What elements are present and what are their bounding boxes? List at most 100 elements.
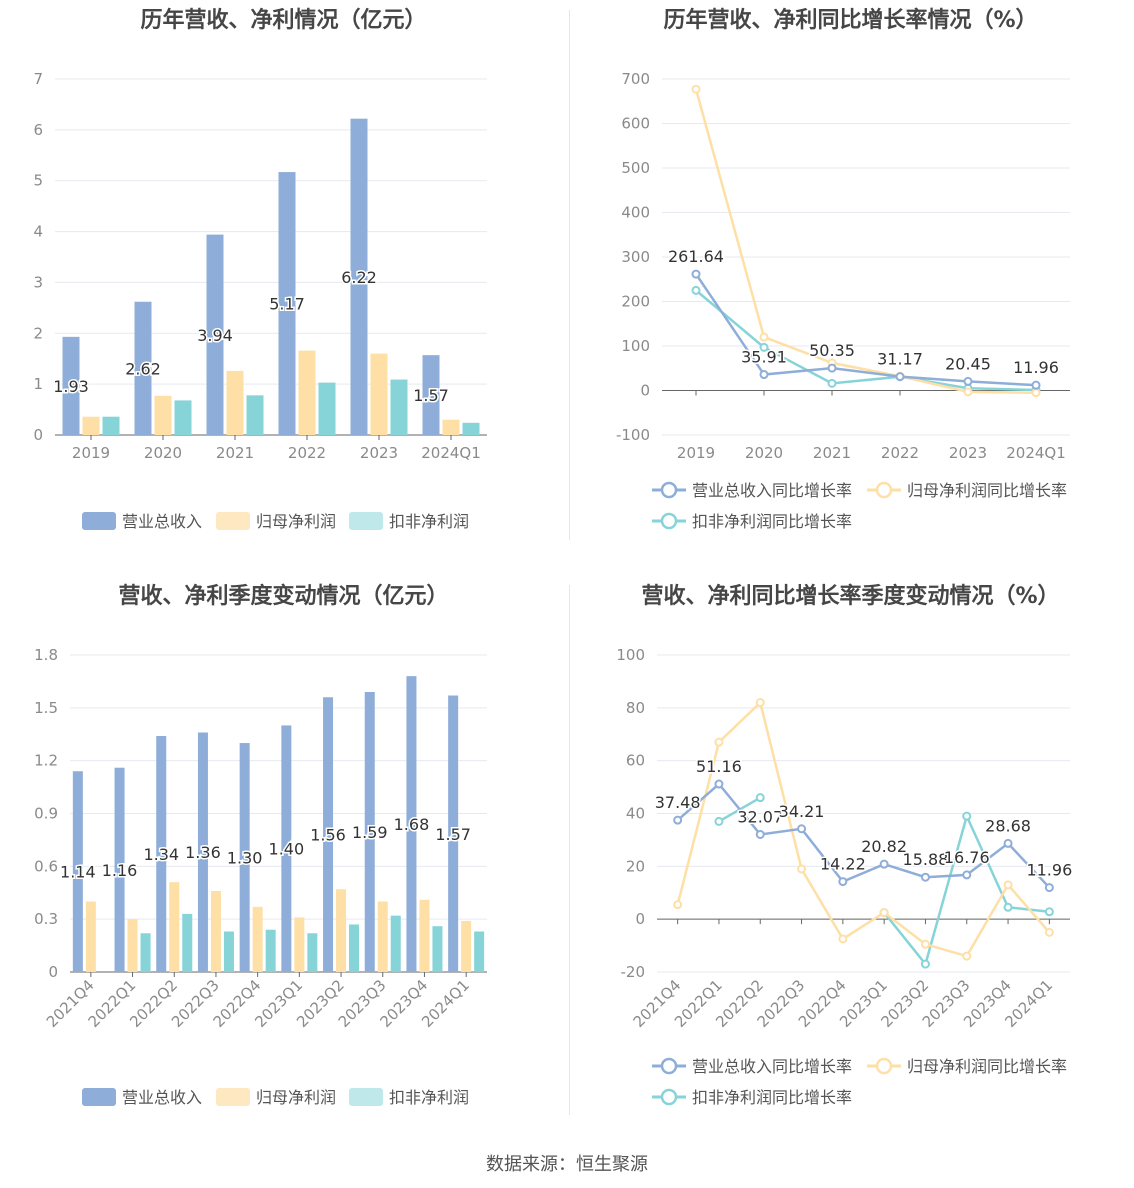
legend-marker [660,1057,678,1075]
y-tick-label: 200 [621,293,650,311]
series-line-net-profit [694,88,1037,394]
series-line-revenue [676,782,1051,889]
y-tick-label: 2 [33,324,43,342]
x-tick-label: 2022 [881,444,919,462]
bar-net-profit [154,395,172,435]
bar-revenue [114,767,125,972]
data-label: 34.21 [779,802,825,821]
data-label: 14.22 [820,855,866,874]
data-label: 1.57 [435,825,471,844]
bar-net-profit [169,882,180,972]
data-point [920,959,930,969]
series-line-deducted-profit [695,289,1037,392]
data-point [962,811,972,821]
data-label: 261.64 [668,247,724,266]
data-label: 31.17 [877,350,923,369]
data-label: 50.35 [809,341,855,360]
bar-net-profit [298,350,316,435]
chart-title: 历年营收、净利同比增长率情况（%） [663,8,1038,33]
data-label: 6.22 [341,268,377,287]
data-point [920,939,930,949]
annual-growth-line-chart: -100 0 100 200 300 400 500 600 700 2019 2020 2021 20… [616,70,1070,531]
bar-deducted-profit [474,931,485,972]
y-tick-label: 0 [33,426,43,444]
y-tick-label: 7 [33,70,43,88]
bar-net-profit [252,906,263,972]
legend-swatch [82,1088,116,1106]
bar-deducted-profit [102,416,120,435]
legend-label: 归母净利润同比增长率 [907,481,1067,500]
annual-bar-chart: 0 1 2 3 4 5 6 7 2019 2020 2021 2022 2023 2024Q1 1.93 2.… [33,70,487,531]
legend-swatch [349,512,383,530]
bar-deducted-profit [318,382,336,435]
data-point [1003,838,1013,848]
bar-net-profit [226,370,244,435]
data-label: 2.62 [125,359,161,378]
data-point [963,387,973,397]
data-point [1044,927,1054,937]
bar-revenue [156,736,167,972]
legend-swatch [216,1088,250,1106]
data-label: 35.91 [741,348,787,367]
bar-revenue [350,118,368,435]
bar-deducted-profit [182,913,193,972]
data-label: 20.45 [945,354,991,373]
data-label: 37.48 [655,793,701,812]
legend-label: 营业总收入 [122,1088,202,1107]
legend-label: 营业总收入同比增长率 [692,1057,852,1076]
legend-label: 扣非净利润同比增长率 [692,512,852,531]
data-label: 15.88 [903,850,949,869]
bar-net-profit [294,917,305,972]
y-tick-label: 0 [640,382,650,400]
legend-label: 营业总收入同比增长率 [692,481,852,500]
bar-revenue [62,336,80,435]
bar-net-profit [85,901,96,972]
data-point [759,332,769,342]
bar-net-profit [377,901,388,972]
bar-deducted-profit [462,422,480,435]
data-point [673,815,683,825]
data-point [691,269,701,279]
y-tick-label: 100 [616,646,645,664]
data-point [962,870,972,880]
y-tick-label: 0.9 [34,805,58,823]
y-tick-label: 40 [626,805,645,823]
y-tick-label: 1.8 [34,646,58,664]
bar-revenue [72,771,83,972]
data-point [755,829,765,839]
data-point [879,908,889,918]
data-label: 1.36 [185,843,221,862]
bar-deducted-profit [307,933,318,972]
series-line-deducted-profit [883,812,1050,967]
legend-marker [660,512,678,530]
chart-title: 历年营收、净利情况（亿元） [140,8,427,33]
data-point [691,285,701,295]
bar-revenue [422,355,440,435]
legend-label: 扣非净利润 [389,512,469,531]
y-tick-label: 1 [33,375,43,393]
y-tick-label: 600 [621,115,650,133]
data-label: 1.59 [352,823,388,842]
chart-title: 营收、净利季度变动情况（亿元） [118,584,449,609]
y-tick-label: 5 [33,172,43,190]
data-point [879,859,889,869]
y-tick-label: 80 [626,699,645,717]
y-tick-label: 0.3 [34,910,58,928]
bar-revenue [134,301,152,435]
data-point [838,877,848,887]
data-point [962,951,972,961]
quarterly-bar-chart: 00.30.60.91.21.51.82021Q42022Q12022Q2202… [34,646,487,1107]
y-tick-label: -20 [621,963,646,981]
data-label: 20.82 [861,837,907,856]
legend-marker [875,481,893,499]
y-tick-label: 60 [626,752,645,770]
bar-net-profit [82,416,100,435]
data-label: 51.16 [696,757,742,776]
bar-revenue [364,691,375,972]
data-label: 32.07 [737,807,783,826]
bar-revenue [281,725,292,972]
x-tick-label: 2019 [677,444,715,462]
legend-swatch [82,512,116,530]
y-tick-label: 4 [33,223,43,241]
data-point [838,934,848,944]
